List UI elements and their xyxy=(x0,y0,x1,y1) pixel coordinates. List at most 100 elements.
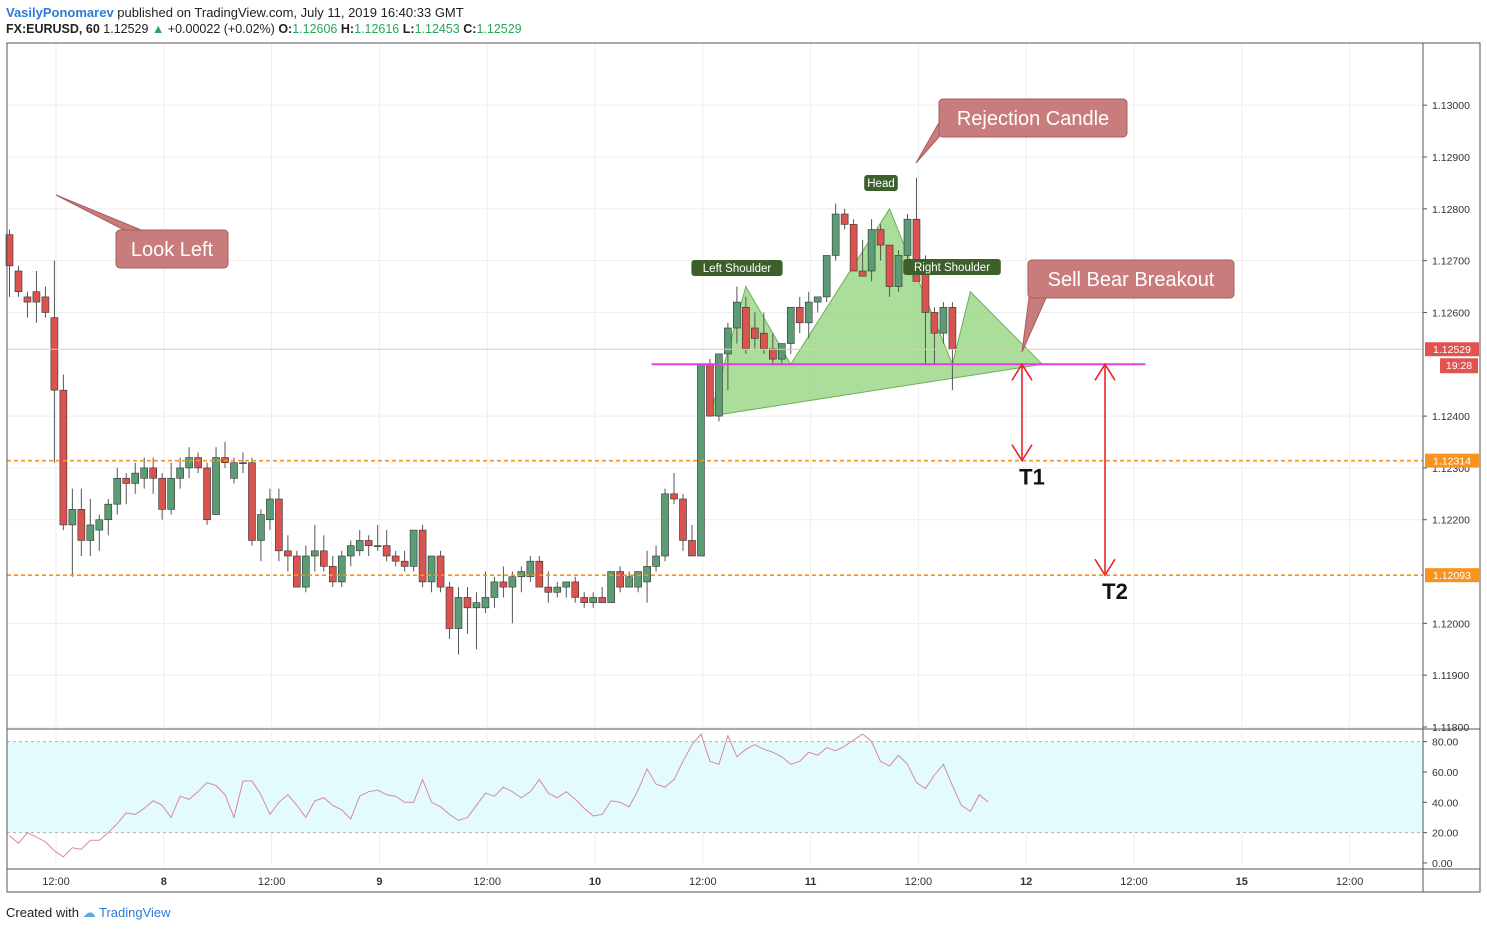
support-price-tag xyxy=(1425,568,1479,583)
candle-body xyxy=(212,457,220,515)
pattern-label-box xyxy=(691,260,783,276)
candle-body xyxy=(930,312,939,334)
candle-body xyxy=(867,229,876,272)
time-tick-label: 11 xyxy=(805,876,817,888)
callout-text: Look Left xyxy=(131,239,214,261)
candle-body xyxy=(724,327,732,355)
candle-body xyxy=(921,270,930,313)
countdown-tag xyxy=(1440,358,1478,374)
candle-body xyxy=(589,597,598,603)
candle-body xyxy=(912,218,921,282)
open-value: 1.12606 xyxy=(292,22,338,36)
callout-text: Sell Bear Breakout xyxy=(1048,269,1215,291)
candle-body xyxy=(472,602,481,609)
price-tick-label: 1.11800 xyxy=(1432,722,1469,734)
support-price-tag-text: 1.12314 xyxy=(1433,456,1471,468)
pattern-label: Head xyxy=(867,178,895,190)
support-levels xyxy=(7,348,1423,576)
time-tick-label: 12:00 xyxy=(1120,876,1148,888)
candle-body xyxy=(293,555,301,588)
target-arrowhead xyxy=(1011,362,1033,381)
price-tick-label: 1.12400 xyxy=(1432,411,1470,423)
rsi-line xyxy=(9,733,989,858)
low-label: L: xyxy=(402,22,415,36)
price-tick-label: 1.12600 xyxy=(1432,307,1470,319)
candle-body xyxy=(706,363,714,417)
pattern-label: Right Shoulder xyxy=(914,262,990,274)
candle-body xyxy=(311,550,319,557)
up-arrow-icon: ▲ xyxy=(151,22,165,36)
current-price-tag-text: 1.12529 xyxy=(1433,344,1471,356)
candle-body xyxy=(436,555,445,588)
candle-body xyxy=(364,540,373,546)
time-tick-label: 12:00 xyxy=(258,876,286,888)
candle-body xyxy=(203,467,211,521)
time-tick-label: 12:00 xyxy=(905,876,933,888)
last-price: 1.12529 xyxy=(103,22,149,36)
candle-body xyxy=(95,519,104,531)
candle-body xyxy=(526,560,535,578)
pattern-label-box xyxy=(864,175,898,191)
candle-body xyxy=(167,477,175,510)
publish-info: VasilyPonomarev published on TradingView… xyxy=(6,5,464,20)
candle-body xyxy=(481,597,490,609)
rsi-axis: 80.00 60.00 40.00 20.00 0.00 xyxy=(1423,737,1458,870)
candle-body xyxy=(876,229,885,246)
candle-body xyxy=(715,353,723,417)
callouts: Look Left Rejection Candle Sell Bear Break… xyxy=(55,98,1235,353)
candle-body xyxy=(858,270,867,277)
high-value: 1.12616 xyxy=(354,22,400,36)
price-tags: 1.12314 1.12093 1.12529 19:28 xyxy=(1425,342,1479,583)
close-label: C: xyxy=(463,22,477,36)
author-link[interactable]: VasilyPonomarev xyxy=(6,5,114,20)
candle-body xyxy=(553,586,562,593)
callout-text: Rejection Candle xyxy=(957,108,1109,130)
chart-border xyxy=(6,42,1481,893)
candle-body xyxy=(302,555,310,588)
candle-body xyxy=(149,467,157,479)
candle-body xyxy=(679,498,687,541)
candle-body xyxy=(266,498,274,521)
candle-body xyxy=(939,306,948,334)
candle-body xyxy=(50,317,59,391)
callout-tail xyxy=(55,194,147,233)
high-label: H: xyxy=(340,22,355,36)
candle-body xyxy=(786,306,795,344)
open-label: O: xyxy=(278,22,293,36)
time-tick-label: 9 xyxy=(376,876,382,888)
candle-body xyxy=(777,343,786,360)
candle-body xyxy=(41,296,50,313)
candle-body xyxy=(562,581,571,588)
candle-body xyxy=(885,244,894,287)
candle-body xyxy=(840,213,849,225)
price-tick-label: 1.12200 xyxy=(1432,515,1470,527)
footer: Created with ☁ TradingView xyxy=(6,905,171,921)
candle-body xyxy=(319,550,328,567)
time-tick-label: 12:00 xyxy=(689,876,717,888)
rsi-tick-label: 0.00 xyxy=(1432,858,1453,870)
callout-box xyxy=(1027,259,1235,299)
candle-body xyxy=(230,462,238,479)
candle-body xyxy=(463,597,472,609)
candle-body xyxy=(391,555,400,562)
time-tick-label: 8 xyxy=(161,876,167,888)
candle-body xyxy=(517,571,526,578)
support-price-tag-text: 1.12093 xyxy=(1433,570,1471,582)
callout-box xyxy=(115,229,229,269)
candle-body xyxy=(508,576,517,588)
current-price-tag xyxy=(1425,342,1479,357)
published-text: published on TradingView.com, July 11, 2… xyxy=(117,5,464,20)
candle-body xyxy=(571,581,580,598)
time-tick-label: 15 xyxy=(1236,876,1248,888)
tradingview-link[interactable]: TradingView xyxy=(99,905,171,920)
symbol-info: FX:EURUSD, 60 1.12529 ▲ +0.00022 (+0.02%… xyxy=(6,22,522,36)
change-value: +0.00022 (+0.02%) xyxy=(167,22,275,36)
candle-body xyxy=(903,218,912,256)
candle-body xyxy=(634,571,642,588)
candle-body xyxy=(77,509,86,541)
candle-body xyxy=(23,296,32,303)
tradingview-logo-icon: ☁ xyxy=(82,905,96,920)
candles xyxy=(5,177,957,655)
candle-body xyxy=(131,472,140,484)
